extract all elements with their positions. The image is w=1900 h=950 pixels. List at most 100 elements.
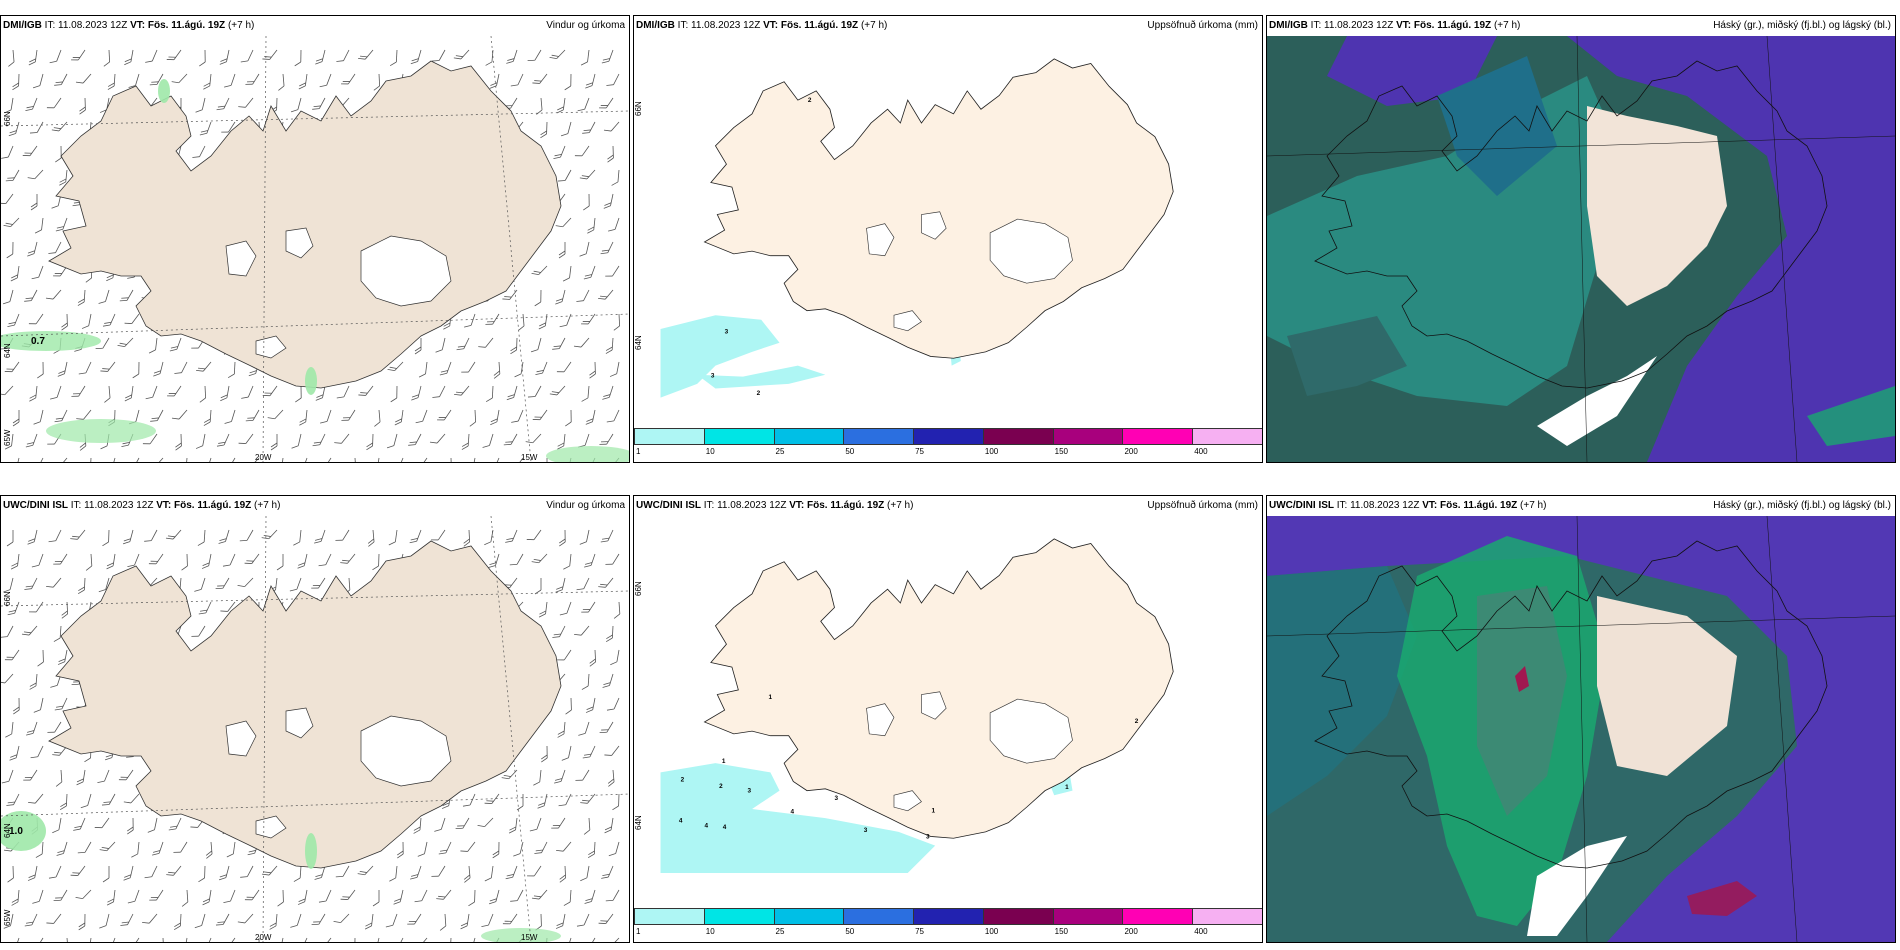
wind-barb bbox=[223, 889, 236, 903]
valid-label: VT: bbox=[1422, 500, 1438, 511]
wind-barb bbox=[587, 217, 596, 234]
wind-barb bbox=[33, 409, 44, 425]
wind-barb bbox=[501, 769, 518, 780]
wind-barb bbox=[574, 145, 590, 157]
lat-tick: 66N bbox=[3, 591, 12, 606]
wind-barb bbox=[166, 865, 182, 876]
wind-barb bbox=[48, 241, 62, 254]
wind-barb bbox=[244, 553, 260, 564]
wind-barb bbox=[583, 265, 596, 280]
glacier bbox=[921, 211, 947, 240]
wind-barb bbox=[153, 361, 164, 377]
colorbar-label: 25 bbox=[775, 447, 785, 456]
wind-barb bbox=[199, 385, 207, 403]
wind-barb bbox=[599, 97, 614, 109]
wind-barb bbox=[482, 433, 494, 448]
wind-barb bbox=[36, 937, 44, 942]
init-time: IT: 11.08.2023 12Z bbox=[1336, 500, 1420, 511]
panel-title: Háský (gr.), miðský (fj.bl.) og lágský (… bbox=[1713, 500, 1891, 511]
wind-barb bbox=[565, 409, 572, 427]
wind-barb bbox=[1, 625, 14, 638]
wind-barb bbox=[557, 433, 566, 450]
grid-line bbox=[1267, 615, 1895, 637]
wind-barb bbox=[532, 409, 548, 421]
wind-barb bbox=[385, 913, 398, 928]
wind-barb bbox=[463, 865, 471, 883]
colorbar-label: 200 bbox=[1124, 447, 1138, 456]
wind-barb bbox=[34, 217, 44, 234]
wind-barb bbox=[297, 553, 308, 569]
colorbar-swatch bbox=[843, 908, 915, 925]
wind-barb bbox=[195, 97, 206, 113]
wind-barb bbox=[185, 457, 188, 462]
wind-barb bbox=[612, 793, 620, 811]
glacier bbox=[285, 707, 314, 739]
wind-barb bbox=[386, 433, 398, 449]
wind-barb bbox=[277, 889, 284, 907]
wind-barb bbox=[66, 937, 69, 942]
grid-line bbox=[1576, 36, 1588, 462]
wind-barb bbox=[123, 865, 134, 881]
iceland-land bbox=[48, 540, 562, 869]
colorbar-swatch bbox=[1122, 428, 1194, 445]
wind-barb bbox=[439, 361, 452, 376]
wind-barb bbox=[227, 937, 236, 942]
wind-barb bbox=[100, 361, 116, 372]
wind-barb bbox=[537, 793, 548, 809]
wind-barb bbox=[611, 169, 620, 186]
wind-barb bbox=[454, 385, 470, 396]
wind-barb bbox=[276, 554, 284, 571]
wind-barb bbox=[414, 338, 422, 355]
wind-barb bbox=[54, 73, 68, 86]
wind-barb bbox=[46, 913, 62, 924]
wind-barb bbox=[538, 313, 548, 330]
wind-barb bbox=[605, 889, 620, 902]
wind-barb bbox=[456, 337, 470, 351]
wind-barb bbox=[70, 865, 86, 876]
wind-barb bbox=[315, 385, 326, 401]
wind-barb bbox=[71, 385, 86, 397]
wind-barb bbox=[587, 841, 596, 859]
panel-title: Vindur og úrkoma bbox=[546, 500, 625, 511]
wind-barb bbox=[464, 313, 476, 328]
wind-barb bbox=[431, 865, 446, 877]
colorbar-swatch bbox=[773, 908, 845, 925]
wind-barb bbox=[511, 409, 524, 423]
colorbar-swatch bbox=[1052, 908, 1124, 925]
model-name: DMI/IGB bbox=[636, 20, 675, 31]
grid-line bbox=[490, 36, 532, 462]
model-name: DMI/IGB bbox=[1269, 20, 1308, 31]
wind-barb bbox=[194, 577, 206, 592]
precip-label: 4 bbox=[679, 818, 683, 825]
wind-barb bbox=[600, 529, 614, 543]
wind-barb bbox=[4, 97, 14, 114]
wind-barb bbox=[335, 529, 350, 541]
wind-barb bbox=[314, 865, 326, 880]
wind-barb bbox=[394, 409, 404, 426]
model-name: UWC/DINI ISL bbox=[1269, 500, 1334, 511]
wind-barb bbox=[576, 289, 590, 302]
rain-area bbox=[1, 331, 101, 351]
wind-barb bbox=[295, 385, 302, 403]
wind-barb bbox=[149, 73, 164, 86]
precip-label: 2 bbox=[681, 776, 685, 783]
wind-barb bbox=[6, 793, 20, 806]
wind-barb bbox=[37, 457, 44, 462]
wind-barb bbox=[484, 865, 494, 882]
iceland-land bbox=[1314, 540, 1828, 869]
wind-barb bbox=[174, 361, 188, 374]
wind-barb bbox=[7, 313, 20, 327]
wind-barb bbox=[124, 385, 134, 402]
wind-barb bbox=[556, 841, 572, 852]
wind-barb bbox=[237, 913, 254, 924]
wind-barb bbox=[53, 625, 62, 642]
valid-time: Fös. 11.ágú. 19Z bbox=[1440, 500, 1518, 511]
valid-label: VT: bbox=[1396, 20, 1412, 31]
colorbar-swatch bbox=[913, 428, 984, 445]
wind-barb bbox=[203, 73, 212, 90]
wind-barb bbox=[127, 889, 140, 904]
max-value-label: 1.0 bbox=[9, 826, 23, 837]
wind-barb bbox=[120, 913, 134, 926]
panel-title: Vindur og úrkoma bbox=[546, 20, 625, 31]
wind-barb bbox=[532, 73, 548, 84]
